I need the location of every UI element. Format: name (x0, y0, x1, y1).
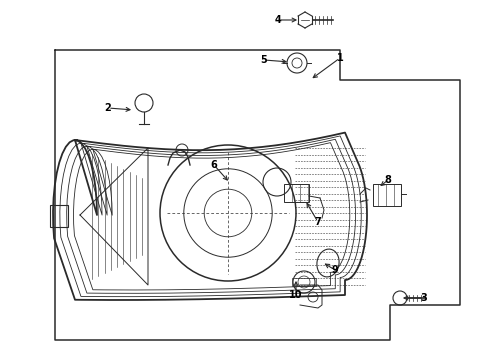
Bar (284, 184, 308, 202)
Text: 1: 1 (336, 53, 343, 63)
Text: 4: 4 (274, 15, 281, 25)
Bar (50, 205, 68, 227)
Text: 3: 3 (420, 293, 427, 303)
Text: 2: 2 (104, 103, 111, 113)
Text: 10: 10 (289, 290, 302, 300)
Text: 6: 6 (210, 160, 217, 170)
Text: 7: 7 (314, 217, 321, 227)
Text: 9: 9 (331, 265, 338, 275)
Text: 5: 5 (260, 55, 267, 65)
Text: 8: 8 (384, 175, 390, 185)
Bar (291, 278, 315, 286)
Bar (372, 184, 400, 206)
